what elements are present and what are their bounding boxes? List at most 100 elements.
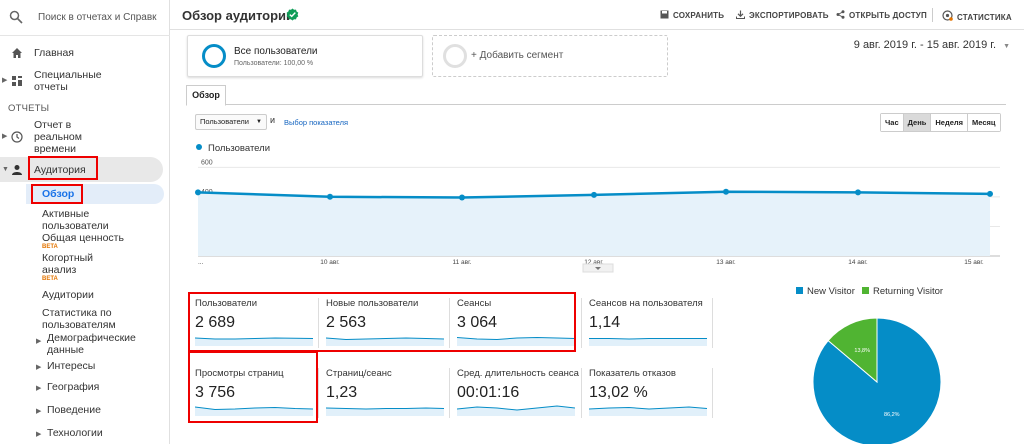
x-tick-label: 10 авг. (320, 259, 340, 266)
metric-select[interactable]: Пользователи ▼ (195, 114, 267, 130)
legend-label: Пользователи (208, 143, 271, 154)
person-icon (12, 165, 22, 175)
y-tick-label: 600 (201, 159, 213, 166)
insights-label: СТАТИСТИКА (957, 13, 1012, 22)
pie-legend-new: New Visitor (796, 286, 855, 297)
metric-bounce-rate[interactable]: Показатель отказов 13,02 % (589, 368, 711, 422)
share-icon (836, 10, 845, 19)
metric-pageviews[interactable]: Просмотры страниц 3 756 (195, 368, 317, 422)
metric-label: Сред. длительность сеанса (457, 368, 579, 379)
legend-swatch (862, 287, 869, 294)
share-button[interactable]: ОТКРЫТЬ ДОСТУП (836, 10, 927, 20)
highlight-box (31, 184, 83, 204)
data-point (855, 189, 861, 196)
pie-legend-returning: Returning Visitor (862, 286, 943, 297)
legend-dot (196, 144, 202, 150)
download-icon (736, 10, 745, 19)
highlight-box (188, 292, 576, 352)
nav-behavior[interactable]: Поведение (47, 404, 101, 416)
period-toggle: Час День Неделя Месяц (880, 113, 1001, 132)
metric-label: Сеансов на пользователя (589, 298, 703, 309)
sparkline (457, 336, 575, 346)
period-week-button[interactable]: Неделя (931, 114, 969, 131)
period-month-button[interactable]: Месяц (968, 114, 1000, 131)
divider (712, 368, 713, 418)
metric-sessions[interactable]: Сеансы 3 064 (457, 298, 579, 352)
export-label: ЭКСПОРТИРОВАТЬ (749, 11, 829, 20)
metric-sessions-per-user[interactable]: Сеансов на пользователя 1,14 (589, 298, 711, 352)
metric-select-value: Пользователи (200, 117, 249, 126)
metric-value: 1,14 (589, 314, 621, 331)
period-hour-button[interactable]: Час (881, 114, 904, 131)
nav-audience-highlight (0, 157, 163, 182)
choose-metric-link[interactable]: Выбор показателя (284, 118, 349, 127)
home-icon (12, 48, 22, 58)
nav-lifetime-value[interactable]: Общая ценность BETA (42, 232, 152, 251)
metric-value: 00:01:16 (457, 384, 520, 401)
reports-section-label: ОТЧЕТЫ (8, 103, 50, 114)
x-tick-label: 13 авг. (716, 259, 736, 266)
metric-new-users[interactable]: Новые пользователи 2 563 (326, 298, 448, 352)
metric-users[interactable]: Пользователи 2 689 (195, 298, 317, 352)
sparkline (195, 406, 313, 416)
nav-custom-reports[interactable]: ▶ Специальные отчеты (0, 68, 170, 94)
sidebar: Поиск в отчетах и Справк Главная ▶ Специ… (0, 0, 170, 444)
save-icon (660, 10, 669, 19)
data-point (723, 188, 729, 195)
pie-slice (827, 317, 878, 384)
date-range-picker[interactable]: 9 авг. 2019 г. - 15 авг. 2019 г. ▼ (854, 39, 1010, 51)
tab-bar: Обзор (186, 83, 1006, 106)
tab-overview[interactable]: Обзор (186, 85, 226, 106)
period-day-button[interactable]: День (903, 114, 932, 131)
segment-all-users[interactable]: Все пользователи Пользователи: 100,00 % (187, 35, 423, 77)
nav-overview[interactable]: Обзор (42, 188, 75, 200)
nav-audience[interactable]: ▼ Аудитория (0, 157, 170, 182)
metric-pages-per-session[interactable]: Страниц/сеанс 1,23 (326, 368, 448, 422)
x-tick-label: 14 авг. (848, 259, 868, 266)
metric-avg-session-duration[interactable]: Сред. длительность сеанса 00:01:16 (457, 368, 579, 422)
legend-swatch (796, 287, 803, 294)
sparkline (326, 337, 444, 346)
divider (318, 368, 319, 418)
divider (318, 298, 319, 348)
nav-lifetime-value-label: Общая ценность (42, 232, 124, 244)
metric-value: 1,23 (326, 384, 358, 401)
divider (449, 368, 450, 418)
share-label: ОТКРЫТЬ ДОСТУП (849, 11, 927, 20)
export-button[interactable]: ЭКСПОРТИРОВАТЬ (736, 10, 829, 20)
nav-technology[interactable]: Технологии (47, 427, 103, 439)
metric-value: 2 563 (326, 314, 367, 331)
metric-label: Показатель отказов (589, 368, 676, 379)
nav-realtime[interactable]: ▶ Отчет в реальном времени (0, 119, 170, 155)
nav-home-label: Главная (34, 47, 74, 59)
segment-subtitle: Пользователи: 100,00 % (234, 60, 314, 67)
nav-home[interactable]: Главная (0, 46, 170, 60)
sparkline (195, 337, 313, 346)
x-tick-label: 15 авг. (964, 259, 984, 266)
sparkline (589, 406, 707, 416)
nav-interests[interactable]: Интересы (47, 360, 96, 372)
add-segment-button[interactable]: + Добавить сегмент (432, 35, 668, 77)
nav-cohort-label: Когортный анализ (42, 252, 94, 276)
insights-button[interactable]: СТАТИСТИКА (942, 10, 1012, 22)
sparkline (326, 407, 444, 416)
sparkline (457, 405, 575, 416)
search-input[interactable]: Поиск в отчетах и Справк (38, 12, 157, 23)
expand-arrow-icon: ▶ (2, 133, 8, 140)
collapse-arrow-icon: ▼ (2, 166, 9, 173)
series-area (198, 191, 990, 256)
data-point (195, 189, 201, 196)
data-point (987, 190, 993, 197)
nav-active-users[interactable]: Активные пользователи (42, 208, 109, 232)
nav-demographics[interactable]: Демографические данные (47, 332, 136, 356)
chevron-down-icon: ▼ (1003, 43, 1010, 50)
divider (581, 298, 582, 348)
nav-cohort[interactable]: Когортный анализ BETA (42, 252, 122, 283)
save-button[interactable]: СОХРАНИТЬ (660, 10, 724, 20)
nav-audiences[interactable]: Аудитории (42, 289, 94, 301)
x-tick-label: ... (198, 259, 204, 266)
nav-geo[interactable]: География (47, 381, 100, 393)
nav-user-explorer[interactable]: Статистика по пользователям (42, 307, 116, 331)
search-box[interactable]: Поиск в отчетах и Справк (0, 0, 170, 36)
insights-icon (942, 10, 953, 21)
